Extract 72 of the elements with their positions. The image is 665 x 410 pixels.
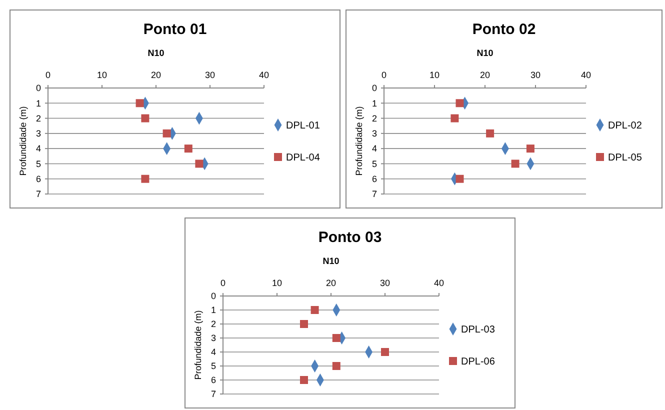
y-tick-label: 4 — [210, 347, 216, 358]
point — [456, 99, 464, 108]
x-tick-label: 40 — [434, 278, 444, 288]
y-tick-label: 0 — [372, 83, 377, 94]
x-axis-title: N10 — [148, 48, 164, 58]
x-tick-label: 0 — [45, 70, 51, 80]
x-tick-label: 0 — [220, 278, 226, 288]
y-axis-title: Profundidade (m) — [193, 310, 203, 380]
x-axis-title: N10 — [476, 48, 494, 58]
point — [136, 99, 144, 108]
point — [162, 129, 171, 138]
point — [486, 129, 494, 138]
y-tick-label: 0 — [36, 83, 41, 94]
chart-title: Ponto 03 — [318, 229, 382, 246]
y-tick-label: 5 — [372, 158, 377, 169]
y-tick-label: 0 — [210, 291, 216, 302]
y-tick-label: 6 — [372, 174, 377, 184]
legend-label: DPL-06 — [461, 356, 496, 368]
y-tick-label: 2 — [36, 113, 41, 124]
x-tick-label: 10 — [96, 70, 108, 80]
point — [381, 348, 389, 356]
chart-title: Ponto 02 — [472, 21, 536, 38]
x-tick-label: 20 — [150, 70, 162, 80]
point — [456, 174, 464, 183]
y-tick-label: 5 — [36, 158, 41, 169]
point — [450, 114, 459, 122]
point — [195, 160, 204, 168]
y-tick-label: 1 — [36, 98, 41, 108]
point — [310, 306, 319, 314]
y-tick-label: 1 — [372, 98, 377, 108]
y-tick-label: 5 — [210, 361, 216, 372]
x-tick-label: 40 — [258, 70, 270, 80]
y-tick-label: 4 — [372, 144, 377, 154]
x-tick-label: 30 — [204, 70, 216, 80]
point — [300, 320, 308, 328]
legend-label: DPL-02 — [608, 120, 642, 132]
y-tick-label: 7 — [36, 189, 41, 200]
x-tick-label: 0 — [381, 70, 387, 80]
y-tick-label: 6 — [36, 174, 41, 184]
x-tick-label: 10 — [272, 278, 282, 288]
point — [184, 144, 192, 153]
legend-label: DPL-05 — [608, 152, 642, 164]
x-tick-label: 40 — [580, 70, 592, 80]
x-tick-label: 30 — [380, 278, 390, 288]
y-tick-label: 3 — [210, 333, 216, 344]
x-tick-label: 10 — [429, 70, 440, 80]
point — [300, 376, 308, 384]
chart-title: Ponto 01 — [143, 21, 207, 38]
x-tick-label: 30 — [530, 70, 541, 80]
y-axis-title: Profundidade (m) — [354, 106, 364, 176]
y-tick-label: 3 — [372, 128, 377, 139]
point — [141, 174, 150, 183]
legend-label: DPL-01 — [286, 120, 320, 132]
y-tick-label: 2 — [372, 113, 377, 124]
point — [141, 114, 150, 122]
point — [511, 160, 520, 168]
legend-label: DPL-04 — [286, 152, 320, 164]
y-tick-label: 2 — [210, 319, 216, 330]
x-axis-title: N10 — [322, 256, 340, 266]
x-tick-label: 20 — [480, 70, 490, 80]
y-tick-label: 6 — [210, 375, 216, 386]
y-axis-title: Profundidade (m) — [18, 106, 28, 176]
point — [332, 362, 340, 370]
y-tick-label: 1 — [210, 305, 216, 316]
y-tick-label: 7 — [372, 189, 377, 200]
x-tick-label: 20 — [326, 278, 336, 288]
point — [332, 334, 340, 342]
y-tick-label: 3 — [36, 128, 41, 139]
point — [526, 144, 534, 153]
legend-label: DPL-03 — [461, 324, 496, 336]
y-tick-label: 7 — [210, 389, 216, 400]
y-tick-label: 4 — [36, 144, 41, 154]
